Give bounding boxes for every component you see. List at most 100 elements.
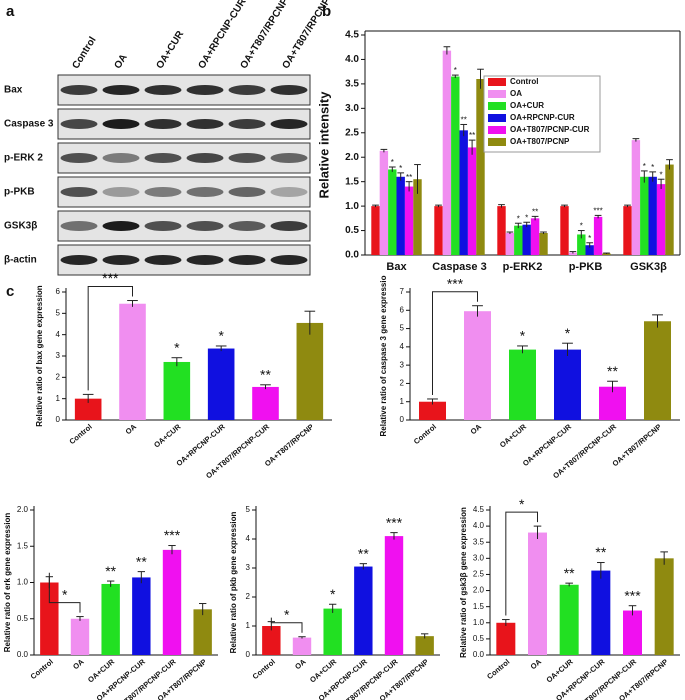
blot-band <box>186 221 224 231</box>
blot-band <box>102 221 140 231</box>
significance: *** <box>386 514 403 530</box>
y-tick-label: 0.5 <box>345 225 359 236</box>
y-axis-title: Relative ratio of gsk3β gene expression <box>459 507 468 658</box>
significance: * <box>643 162 646 171</box>
bar <box>101 583 120 655</box>
legend-swatch <box>488 90 506 98</box>
bar <box>559 584 579 655</box>
bar <box>163 361 191 420</box>
x-tick-label: Caspase 3 <box>432 261 486 273</box>
legend-label: OA+CUR <box>510 101 544 110</box>
bar <box>193 609 212 655</box>
blot-band <box>270 255 308 265</box>
y-tick-label: 1.0 <box>345 201 359 212</box>
bar <box>528 532 547 655</box>
y-tick-label: 4.5 <box>473 505 485 514</box>
blot-band <box>270 187 308 197</box>
significance: ** <box>136 553 147 569</box>
bar <box>467 147 477 255</box>
y-tick-label: 2.5 <box>345 127 359 138</box>
blot-band <box>186 85 224 95</box>
blot-band <box>60 85 98 95</box>
significance: * <box>525 213 528 222</box>
row-label: β-actin <box>4 255 37 266</box>
x-tick-label: p-PKB <box>569 261 603 273</box>
bar <box>252 386 279 420</box>
legend-label: OA+T807/PCNP-CUR <box>510 125 590 134</box>
bar <box>292 637 312 655</box>
y-tick-label: 6 <box>56 287 61 296</box>
y-tick-label: 1.0 <box>17 578 29 587</box>
significance: * <box>580 222 583 231</box>
significance: ** <box>532 207 538 216</box>
y-axis-title: Relative ratio of bax gene expression <box>35 285 44 426</box>
y-tick-label: 5 <box>56 308 61 317</box>
y-axis-title: Relative intensity <box>316 91 331 199</box>
bar <box>119 303 146 420</box>
blot-band <box>228 187 266 197</box>
bar <box>434 206 443 255</box>
y-axis-title: Relative ratio of caspase 3 gene express… <box>379 275 388 436</box>
row-label: GSK3β <box>4 221 37 232</box>
y-tick-label: 1.5 <box>473 602 485 611</box>
blot-strip <box>57 142 311 174</box>
significance: * <box>391 158 394 167</box>
y-tick-label: 3.0 <box>345 103 359 114</box>
bar <box>522 224 531 255</box>
y-tick-label: 4 <box>56 330 61 339</box>
blot-band <box>60 255 98 265</box>
y-tick-label: 5 <box>246 505 251 514</box>
blot-band <box>186 119 224 129</box>
y-tick-label: 5 <box>400 324 405 333</box>
y-tick-label: 3 <box>246 563 251 572</box>
bar <box>623 610 642 655</box>
bar <box>419 401 446 420</box>
y-tick-label: 3 <box>56 351 61 360</box>
significance: * <box>218 328 224 344</box>
bar <box>371 206 380 255</box>
row-label: p-PKB <box>4 187 35 198</box>
bar <box>404 186 414 255</box>
bar <box>476 79 485 255</box>
legend-swatch <box>488 114 506 122</box>
bar <box>132 577 151 655</box>
legend-label: OA <box>510 89 522 98</box>
y-tick-label: 1 <box>56 394 61 403</box>
blot-band <box>144 187 182 197</box>
y-tick-label: 1 <box>400 397 405 406</box>
y-tick-label: 4.0 <box>473 521 485 530</box>
bar <box>379 150 389 255</box>
significance: ** <box>607 363 618 379</box>
significance: * <box>174 339 180 355</box>
bar <box>514 225 523 255</box>
bar <box>354 566 373 655</box>
y-tick-label: 4 <box>246 534 251 543</box>
legend: Control OA OA+CUR OA+RPCNP-CUR OA+T807/PCNP-… <box>483 75 601 153</box>
y-tick-label: 2.5 <box>473 570 485 579</box>
x-tick-label: GSK3β <box>630 261 667 273</box>
y-tick-label: 4.0 <box>345 54 359 65</box>
bar <box>648 176 657 255</box>
significance: * <box>520 328 526 344</box>
blot-band <box>102 255 140 265</box>
y-tick-label: 1.0 <box>473 618 485 627</box>
significance: * <box>651 163 654 172</box>
blot-band <box>228 153 266 163</box>
blot-band <box>186 255 224 265</box>
blot-band <box>228 119 266 129</box>
blot-strip <box>57 108 311 140</box>
blot-band <box>144 255 182 265</box>
blot-strip <box>57 210 311 242</box>
bar <box>70 618 90 655</box>
row-label: Bax <box>4 85 23 96</box>
significance: *** <box>593 207 602 216</box>
bar <box>415 636 434 655</box>
bar <box>509 349 536 420</box>
legend-label: OA+RPCNP-CUR <box>510 113 575 122</box>
significance: * <box>399 164 402 173</box>
bar <box>323 608 342 655</box>
y-tick-label: 3 <box>400 360 405 369</box>
bar <box>496 622 516 655</box>
significance-bracket <box>270 617 303 633</box>
y-tick-label: 1.5 <box>17 541 29 550</box>
